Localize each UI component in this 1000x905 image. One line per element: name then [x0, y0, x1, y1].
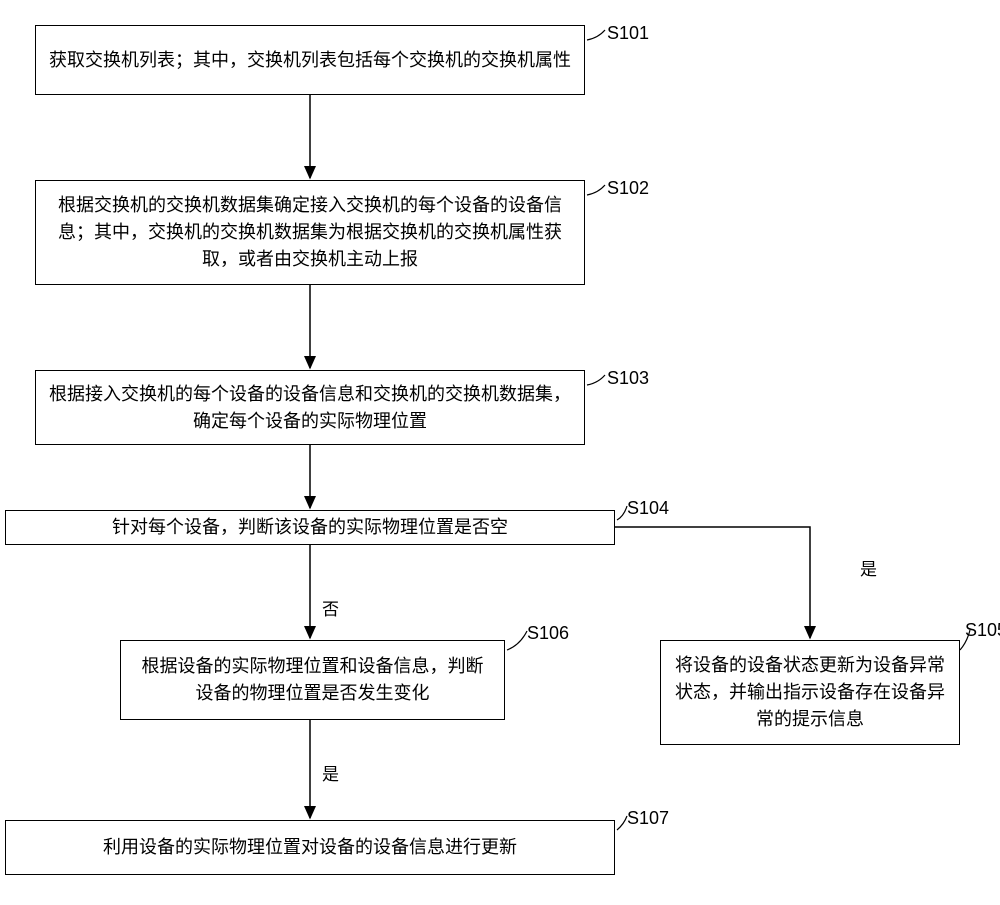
edge-label-no-1: 否: [322, 595, 339, 620]
node-text: 根据交换机的交换机数据集确定接入交换机的每个设备的设备信息；其中，交换机的交换机…: [48, 192, 572, 273]
step-label-s106: S106: [527, 623, 569, 644]
flow-node-s106: 根据设备的实际物理位置和设备信息，判断设备的物理位置是否发生变化: [120, 640, 505, 720]
flow-node-s103: 根据接入交换机的每个设备的设备信息和交换机的交换机数据集，确定每个设备的实际物理…: [35, 370, 585, 445]
flow-node-s107: 利用设备的实际物理位置对设备的设备信息进行更新: [5, 820, 615, 875]
step-label-s101: S101: [607, 23, 649, 44]
flow-edges: [0, 0, 1000, 905]
node-text: 针对每个设备，判断该设备的实际物理位置是否空: [112, 514, 508, 541]
node-text: 根据设备的实际物理位置和设备信息，判断设备的物理位置是否发生变化: [133, 653, 492, 707]
step-label-s104: S104: [627, 498, 669, 519]
flow-node-s102: 根据交换机的交换机数据集确定接入交换机的每个设备的设备信息；其中，交换机的交换机…: [35, 180, 585, 285]
node-text: 获取交换机列表；其中，交换机列表包括每个交换机的交换机属性: [49, 47, 571, 74]
flow-node-s101: 获取交换机列表；其中，交换机列表包括每个交换机的交换机属性: [35, 25, 585, 95]
flow-node-s105: 将设备的设备状态更新为设备异常状态，并输出指示设备存在设备异常的提示信息: [660, 640, 960, 745]
step-label-s105: S105: [965, 620, 1000, 641]
edge-label-yes-2: 是: [322, 760, 339, 785]
node-text: 利用设备的实际物理位置对设备的设备信息进行更新: [103, 834, 517, 861]
step-label-s102: S102: [607, 178, 649, 199]
step-label-s107: S107: [627, 808, 669, 829]
flow-node-s104: 针对每个设备，判断该设备的实际物理位置是否空: [5, 510, 615, 545]
node-text: 根据接入交换机的每个设备的设备信息和交换机的交换机数据集，确定每个设备的实际物理…: [48, 381, 572, 435]
edge-label-yes-1: 是: [860, 555, 877, 580]
step-label-s103: S103: [607, 368, 649, 389]
node-text: 将设备的设备状态更新为设备异常状态，并输出指示设备存在设备异常的提示信息: [673, 652, 947, 733]
